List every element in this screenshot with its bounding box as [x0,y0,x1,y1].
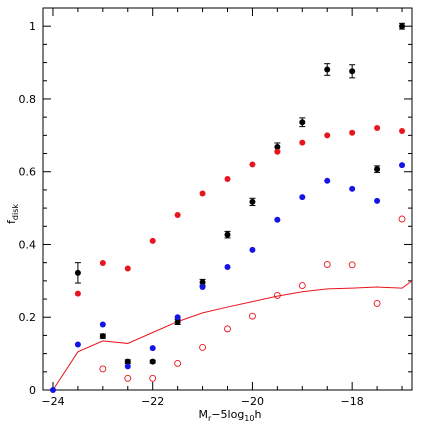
blue-point [374,197,381,204]
axis-ticks [43,7,412,391]
y-axis-label: fdisk [5,204,20,224]
blue-point [74,341,81,348]
black-point [124,358,131,365]
blue-point [124,363,131,370]
black-point [299,119,306,126]
red-point [124,265,131,272]
red-point [399,127,406,134]
tick-labels: −24 −22 −20 −18 0 0.2 0.4 0.6 0.8 1 [19,20,364,408]
blue-point [349,185,356,192]
y-tick-label: 0.6 [19,166,37,179]
red-open-point [248,312,256,320]
blue-point [199,284,206,291]
model-curve [52,280,413,391]
red-point [224,175,231,182]
blue-point [174,314,181,321]
black-point [149,358,156,365]
blue-point [149,345,156,352]
red-open-point [348,261,356,269]
black-point [74,269,81,276]
red-open-point [99,365,107,373]
red-point [299,139,306,146]
blue-point [99,321,106,328]
red-point [99,260,106,267]
red-point [374,125,381,132]
y-tick-label: 0.4 [19,238,37,251]
red-open-point [174,359,182,367]
blue-point [299,194,306,201]
black-point [199,279,206,286]
red-open-point [373,299,381,307]
red-point [174,212,181,219]
blue-point [249,246,256,253]
black-point [224,231,231,238]
black-point [274,143,281,150]
blue-point [324,177,331,184]
red-open-point [199,343,207,351]
plot-frame [42,7,413,391]
black-point [174,318,181,325]
blue-point [49,387,56,393]
red-open-point [323,261,331,268]
black-point [99,333,106,340]
blue-point [224,264,231,271]
blue-point [274,216,281,223]
black-point [399,23,406,30]
black-point [324,66,331,73]
y-tick-label: 0 [29,384,36,397]
red-point [74,290,81,297]
blue-point [399,162,406,169]
x-axis-label: Mr−5log10h [199,408,262,423]
red-open-point [273,291,281,299]
red-open-point [398,215,406,223]
x-tick-label: −18 [341,395,364,408]
plot-border [42,7,413,391]
y-tick-label: 0.2 [19,311,37,324]
red-open-point [124,374,132,382]
red-point [199,190,206,197]
red-open-point [149,374,157,382]
red-point [149,237,156,244]
x-tick-label: −22 [141,395,164,408]
data-points [49,22,406,393]
y-tick-label: 1 [29,20,36,33]
x-tick-label: −20 [241,395,264,408]
black-point [249,198,256,205]
model-line [52,280,413,391]
red-open-point [298,282,306,290]
red-point [249,161,256,168]
red-open-point [224,325,231,333]
red-point [349,129,356,136]
y-tick-label: 0.8 [19,93,37,106]
black-point [374,166,381,173]
red-point [324,132,331,139]
black-point [349,68,356,75]
x-tick-label: −24 [41,395,64,408]
red-point [274,148,281,155]
